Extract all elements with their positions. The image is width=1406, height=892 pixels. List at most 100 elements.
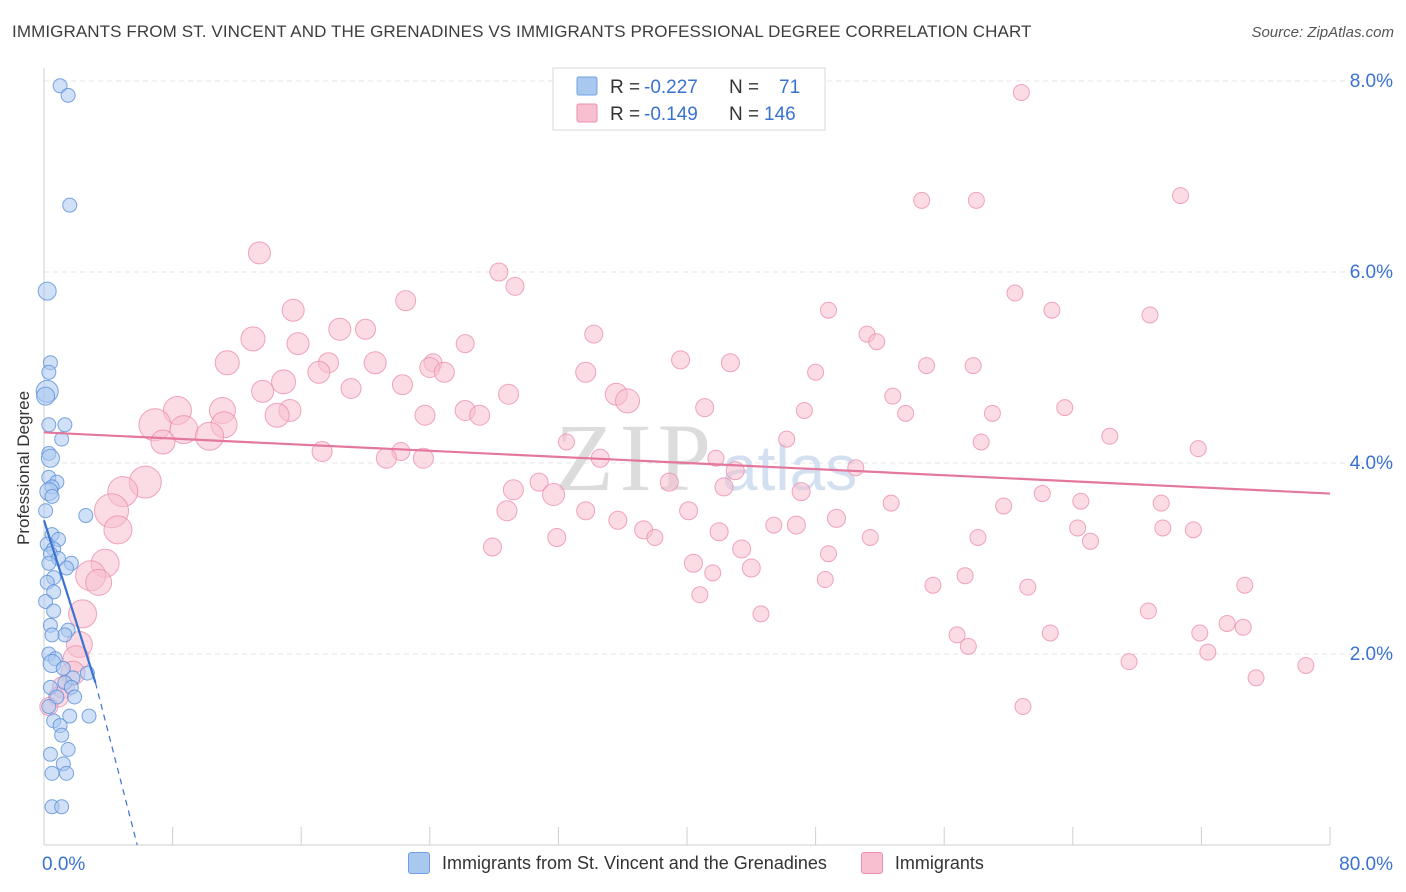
immigrants-point-59 (557, 433, 575, 451)
stats-n-value-1: 71 (779, 77, 800, 98)
immigrants-point-62 (1101, 427, 1119, 445)
legend-swatch-blue (408, 852, 430, 874)
immigrants-point-113 (956, 567, 974, 585)
immigrants-point-120 (752, 605, 770, 623)
st-vincent-point-27 (41, 555, 57, 571)
st-vincent-point-19 (78, 508, 94, 524)
immigrants-point-14 (355, 318, 376, 340)
series-st-vincent (35, 78, 97, 815)
series-immigrants (39, 83, 1315, 717)
immigrants-point-118 (691, 586, 709, 604)
immigrants-point-38 (498, 383, 520, 405)
st-vincent-point-48 (67, 689, 83, 705)
immigrants-point-50 (795, 401, 813, 419)
immigrants-point-103 (1081, 532, 1099, 550)
trend-line-immigrants (43, 431, 1331, 495)
legend-item-st-vincent: Immigrants from St. Vincent and the Gren… (408, 852, 827, 874)
immigrants-point-58 (150, 429, 176, 455)
immigrants-point-37 (340, 378, 362, 400)
stats-r-value-2: -0.149 (644, 104, 698, 125)
immigrants-point-40 (615, 388, 641, 414)
st-vincent-point-2 (62, 197, 78, 213)
immigrants-point-126 (948, 626, 966, 644)
immigrants-point-71 (847, 459, 865, 477)
immigrants-point-98 (1184, 521, 1202, 539)
immigrants-point-138 (1014, 698, 1032, 716)
immigrants-point-108 (683, 553, 703, 573)
st-vincent-point-55 (60, 742, 76, 757)
immigrants-point-77 (714, 477, 734, 497)
stats-n-value-2: 146 (764, 104, 796, 125)
immigrants-point-79 (791, 482, 811, 502)
immigrants-point-28 (575, 361, 597, 383)
immigrants-point-33 (307, 360, 331, 384)
immigrants-point-100 (646, 528, 664, 546)
st-vincent-point-54 (54, 727, 70, 743)
immigrants-point-20 (455, 334, 475, 354)
y-tick-label-3: 8.0% (1350, 71, 1393, 92)
st-vincent-point-49 (41, 699, 57, 715)
immigrants-point-82 (1072, 492, 1090, 510)
st-vincent-point-51 (62, 708, 78, 724)
immigrants-point-47 (264, 402, 290, 428)
immigrants-point-10 (819, 301, 837, 319)
immigrants-point-115 (924, 576, 942, 594)
immigrants-point-109 (741, 558, 761, 578)
st-vincent-point-17 (44, 488, 60, 504)
immigrants-point-74 (529, 472, 549, 492)
immigrants-point-69 (707, 449, 725, 467)
stats-r-label-2: R = (610, 104, 640, 125)
stats-r-value-1: -0.227 (644, 77, 698, 98)
y-tick-label-1: 4.0% (1350, 453, 1393, 474)
st-vincent-point-59 (44, 765, 60, 781)
immigrants-point-105 (732, 539, 752, 559)
immigrants-point-7 (395, 290, 417, 312)
x-tick-label-1: 80.0% (1339, 854, 1393, 875)
immigrants-point-101 (861, 528, 879, 546)
immigrants-point-84 (1152, 494, 1170, 512)
immigrants-point-133 (1297, 656, 1315, 674)
immigrants-point-128 (959, 637, 977, 655)
st-vincent-point-47 (49, 689, 65, 705)
immigrants-point-57 (195, 421, 225, 451)
legend-swatch-pink (860, 852, 883, 874)
st-vincent-point-18 (38, 503, 54, 519)
immigrants-point-83 (995, 497, 1013, 515)
st-vincent-point-5 (41, 364, 57, 380)
legend-label-immigrants: Immigrants (894, 852, 984, 873)
series-legend: Immigrants from St. Vincent and the Gren… (408, 852, 1018, 874)
immigrants-point-104 (482, 537, 502, 557)
stats-n-label-1: N = (729, 77, 759, 98)
immigrants-point-18 (240, 326, 266, 352)
immigrants-point-4 (247, 241, 271, 265)
st-vincent-point-10 (54, 431, 70, 447)
immigrants-point-125 (1191, 624, 1209, 642)
st-vincent-point-31 (46, 584, 62, 600)
immigrants-point-41 (884, 387, 902, 405)
immigrants-point-78 (542, 483, 566, 507)
st-vincent-point-61 (54, 799, 70, 815)
immigrants-point-9 (1043, 301, 1061, 319)
immigrants-point-99 (547, 527, 567, 547)
immigrants-point-81 (1033, 485, 1051, 503)
immigrants-point-13 (328, 317, 352, 341)
immigrants-point-96 (1069, 519, 1087, 537)
immigrants-point-121 (1139, 602, 1157, 620)
immigrants-point-92 (103, 515, 133, 545)
immigrants-point-34 (271, 369, 297, 395)
legend-item-immigrants: Immigrants (860, 852, 984, 874)
st-vincent-point-3 (37, 281, 57, 301)
immigrants-point-67 (412, 447, 434, 469)
immigrants-point-111 (85, 568, 113, 596)
immigrants-point-122 (1218, 614, 1236, 632)
immigrants-point-116 (1019, 578, 1037, 596)
st-vincent-point-33 (46, 603, 62, 619)
stats-n-label-2: N = (729, 104, 759, 125)
legend-label-st-vincent: Immigrants from St. Vincent and the Gren… (442, 852, 827, 873)
immigrants-point-36 (251, 379, 275, 403)
immigrants-point-89 (786, 515, 806, 535)
immigrants-point-112 (704, 564, 722, 582)
immigrants-point-88 (679, 501, 699, 521)
immigrants-point-44 (414, 404, 436, 426)
